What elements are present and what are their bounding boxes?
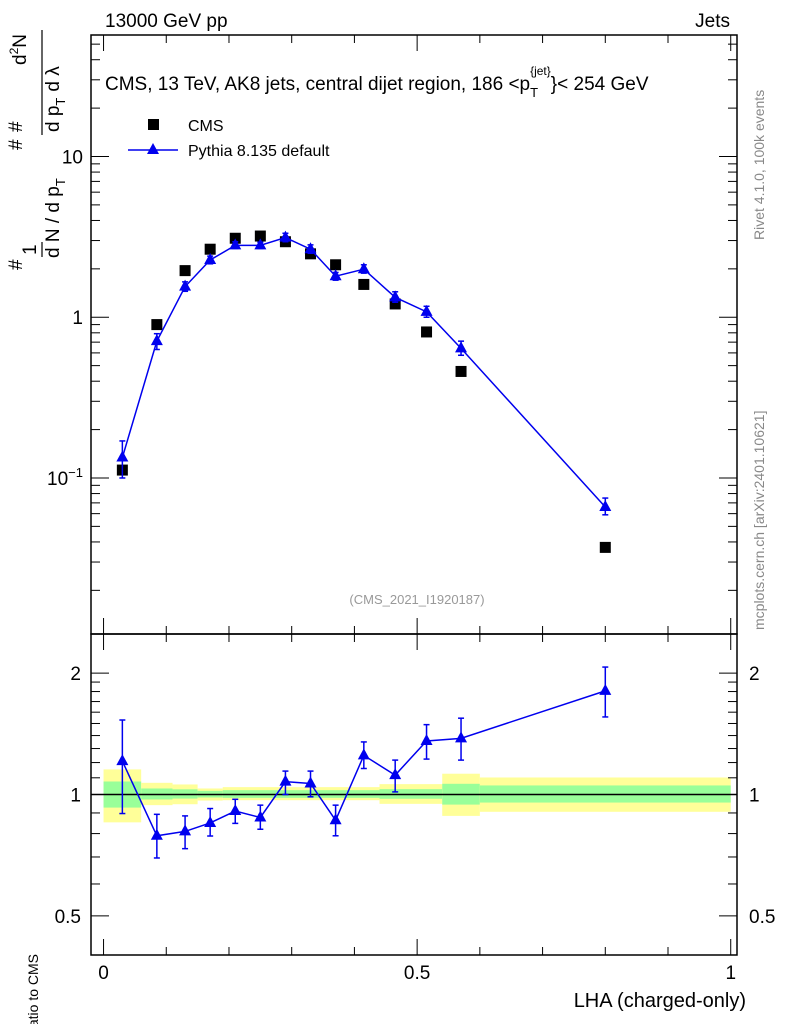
ratio-uncertainty-bands	[91, 769, 737, 823]
legend-cms-label: CMS	[188, 118, 224, 135]
ratio-y-tick-label-left: 0.5	[55, 907, 81, 928]
svg-text:d2N: d2N	[7, 34, 31, 65]
cms-data-point	[599, 541, 611, 553]
ratio-point	[116, 754, 129, 766]
x-axis-label: LHA (charged-only)	[574, 990, 746, 1012]
cms-data-point	[151, 319, 163, 331]
main-plot-marks	[116, 230, 612, 553]
cms-data-point	[358, 278, 370, 290]
ratio-plot-marks	[116, 666, 612, 859]
x-tick-label: 0	[98, 963, 109, 984]
pythia-point	[254, 238, 267, 250]
analysis-id: (CMS_2021_I1920187)	[349, 592, 484, 607]
plot-title: CMS, 13 TeV, AK8 jets, central dijet reg…	[105, 64, 649, 100]
ratio-point	[455, 731, 468, 743]
pythia-point	[150, 334, 163, 346]
pythia-point	[389, 290, 402, 302]
svg-text:#: #	[6, 259, 27, 270]
pythia-point	[204, 253, 217, 265]
ratio-y-tick-label-right: 2	[749, 664, 760, 685]
x-tick-label: 1	[725, 963, 736, 984]
legend-pythia-label: Pythia 8.135 default	[188, 143, 330, 160]
cms-data-point	[179, 265, 191, 277]
cms-data-point	[204, 243, 216, 255]
pythia-point	[420, 304, 433, 316]
cms-data-point	[229, 232, 241, 244]
x-tick-label: 0.5	[404, 963, 430, 984]
main-y-axis-label: # 1 d N / d pT # # d2N d pTd λ	[6, 30, 68, 270]
pythia-point	[279, 230, 292, 242]
ratio-point	[229, 804, 242, 816]
ratio-y-tick-label-right: 1	[749, 786, 760, 807]
svg-text:d N / d pT: d N / d pT	[43, 178, 68, 258]
ratio-y-tick-label-right: 0.5	[749, 907, 775, 928]
main-y-tick-label: 1	[72, 308, 83, 329]
ratio-point	[279, 774, 292, 786]
ratio-y-tick-label-left: 1	[70, 786, 81, 807]
ratio-point	[179, 824, 192, 836]
pythia-line	[121, 236, 606, 508]
header-left: 13000 GeV pp	[105, 11, 228, 32]
axes: 10−1 1 10 0.5 0.5 1 1 2 2 0 0.5 1	[47, 34, 775, 984]
svg-text:#: #	[6, 139, 27, 150]
ratio-y-tick-label-left: 2	[70, 664, 81, 685]
main-y-tick-label: 10−1	[47, 465, 83, 490]
cms-data-point	[330, 259, 342, 271]
pythia-point	[455, 341, 468, 353]
ratio-line	[121, 690, 606, 837]
ratio-point	[420, 734, 433, 746]
ratio-point	[204, 815, 217, 827]
svg-text:1: 1	[20, 244, 41, 255]
ratio-point	[254, 810, 267, 822]
cms-data-point	[254, 230, 266, 242]
svg-text:d pTd λ: d pTd λ	[43, 66, 68, 132]
pythia-point	[179, 279, 192, 291]
svg-text:#: #	[6, 121, 27, 132]
ratio-point	[150, 828, 163, 840]
pythia-point	[304, 242, 317, 254]
mcplots-label: mcplots.cern.ch [arXiv:2401.10621]	[751, 411, 767, 630]
ratio-point	[357, 748, 370, 760]
pythia-point	[116, 450, 129, 462]
header-right: Jets	[695, 11, 730, 32]
pythia-point	[599, 499, 612, 511]
pythia-point	[357, 262, 370, 274]
ratio-point	[329, 813, 342, 825]
ratio-y-axis-label: Ratio to CMS	[25, 954, 41, 1024]
cms-data-point	[421, 326, 433, 338]
legend-pythia-marker	[147, 143, 159, 154]
pythia-point	[229, 238, 242, 250]
ratio-point	[389, 768, 402, 780]
rivet-version-label: Rivet 4.1.0, 100k events	[751, 90, 767, 240]
legend-cms-marker	[148, 119, 159, 130]
pythia-point	[329, 269, 342, 281]
ratio-point	[599, 683, 612, 695]
ratio-point	[304, 776, 317, 788]
main-y-tick-label: 10	[62, 148, 83, 169]
cms-data-point	[455, 365, 467, 377]
cms-data-point	[389, 298, 401, 310]
